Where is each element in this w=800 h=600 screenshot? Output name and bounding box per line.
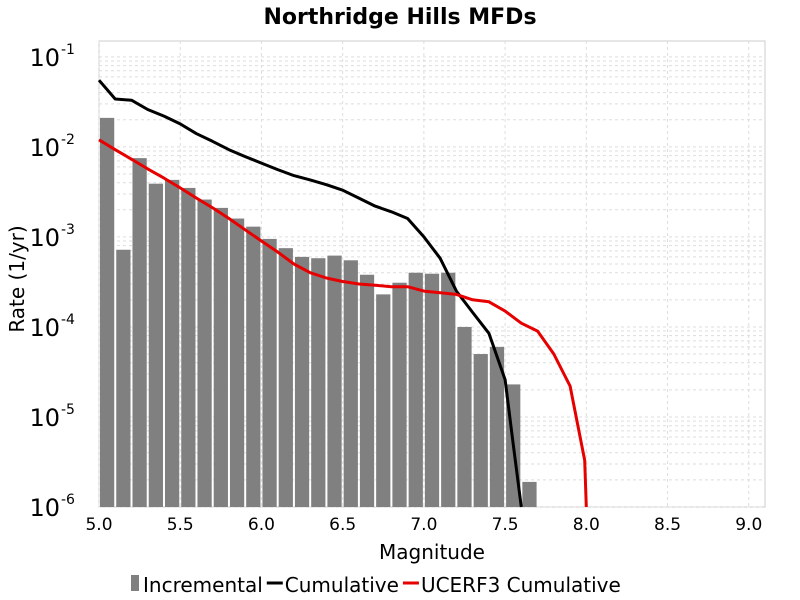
incremental-bar bbox=[164, 179, 180, 507]
legend-label: Incremental bbox=[143, 573, 263, 597]
y-tick-exponent: -4 bbox=[61, 312, 75, 328]
incremental-bar bbox=[408, 272, 423, 507]
x-tick-label: 5.0 bbox=[85, 515, 112, 535]
x-tick-labels: 5.0 5.5 6.0 6.5 7.0 7.5 8.0 8.5 9.0 bbox=[85, 515, 762, 535]
y-tick-exponent: -5 bbox=[61, 402, 75, 418]
incremental-bar bbox=[116, 249, 131, 507]
incremental-bar bbox=[229, 218, 245, 507]
y-tick-base: 10 bbox=[29, 314, 60, 342]
y-tick-labels: 10-610-510-410-310-210-1 bbox=[29, 42, 75, 522]
y-axis-label: Rate (1/yr) bbox=[5, 225, 29, 332]
incremental-bar bbox=[457, 326, 472, 507]
incremental-bar bbox=[441, 272, 456, 507]
incremental-bar bbox=[132, 158, 147, 507]
incremental-bar bbox=[327, 255, 342, 507]
incremental-bar bbox=[392, 282, 407, 507]
incremental-bar bbox=[473, 354, 488, 507]
incremental-bar bbox=[522, 481, 537, 507]
y-tick-base: 10 bbox=[29, 134, 60, 162]
y-tick-base: 10 bbox=[29, 224, 60, 252]
y-tick-label: 10 -2 bbox=[29, 132, 75, 162]
y-tick-exponent: -6 bbox=[61, 492, 75, 508]
incremental-bar bbox=[246, 226, 261, 507]
legend: Incremental Cumulative UCERF3 Cumulative bbox=[131, 573, 621, 597]
legend-item-ucerf3-cumulative: UCERF3 Cumulative bbox=[402, 573, 621, 597]
legend-item-cumulative: Cumulative bbox=[266, 573, 399, 597]
legend-swatch bbox=[131, 575, 139, 591]
y-tick-exponent: -3 bbox=[61, 222, 75, 238]
incremental-bars bbox=[100, 117, 537, 508]
incremental-bar bbox=[181, 187, 196, 508]
y-tick-exponent: -2 bbox=[61, 132, 75, 148]
incremental-bar bbox=[311, 258, 326, 507]
x-tick-label: 6.5 bbox=[329, 515, 356, 535]
y-tick-base: 10 bbox=[29, 404, 60, 432]
incremental-bar bbox=[294, 256, 310, 507]
y-tick-label: 10 -5 bbox=[29, 402, 75, 432]
y-tick-base: 10 bbox=[29, 44, 60, 72]
incremental-bar bbox=[213, 207, 228, 508]
x-tick-label: 7.5 bbox=[492, 515, 519, 535]
y-tick-label: 10 -6 bbox=[29, 492, 75, 522]
incremental-bar bbox=[424, 273, 440, 507]
chart-title: Northridge Hills MFDs bbox=[263, 5, 536, 30]
incremental-bar bbox=[197, 199, 212, 508]
y-tick-base: 10 bbox=[29, 494, 60, 522]
x-axis-label: Magnitude bbox=[379, 540, 485, 564]
legend-label: UCERF3 Cumulative bbox=[421, 573, 621, 597]
cumulative-lines bbox=[97, 79, 588, 508]
x-tick-label: 9.0 bbox=[735, 515, 762, 535]
y-tick-label: 10 -3 bbox=[29, 222, 75, 252]
incremental-bar bbox=[148, 183, 163, 507]
incremental-bar bbox=[100, 117, 115, 507]
incremental-bar bbox=[343, 260, 358, 507]
x-tick-label: 5.5 bbox=[167, 515, 194, 535]
cumulative-line bbox=[97, 79, 523, 508]
y-tick-label: 10 -4 bbox=[29, 312, 75, 342]
y-tick-label: 10 -1 bbox=[29, 42, 75, 72]
incremental-bar bbox=[278, 248, 293, 508]
y-tick-exponent: -1 bbox=[61, 42, 75, 58]
legend-item-incremental: Incremental bbox=[131, 573, 263, 597]
x-tick-label: 7.0 bbox=[410, 515, 437, 535]
x-tick-label: 8.5 bbox=[654, 515, 681, 535]
incremental-bar bbox=[376, 294, 391, 507]
x-tick-label: 6.0 bbox=[248, 515, 275, 535]
incremental-bar bbox=[359, 274, 375, 507]
incremental-bar bbox=[262, 238, 277, 508]
incremental-bar bbox=[489, 346, 505, 507]
legend-label: Cumulative bbox=[285, 573, 399, 597]
ucerf3-cumulative-line bbox=[98, 138, 588, 508]
x-tick-label: 8.0 bbox=[573, 515, 600, 535]
